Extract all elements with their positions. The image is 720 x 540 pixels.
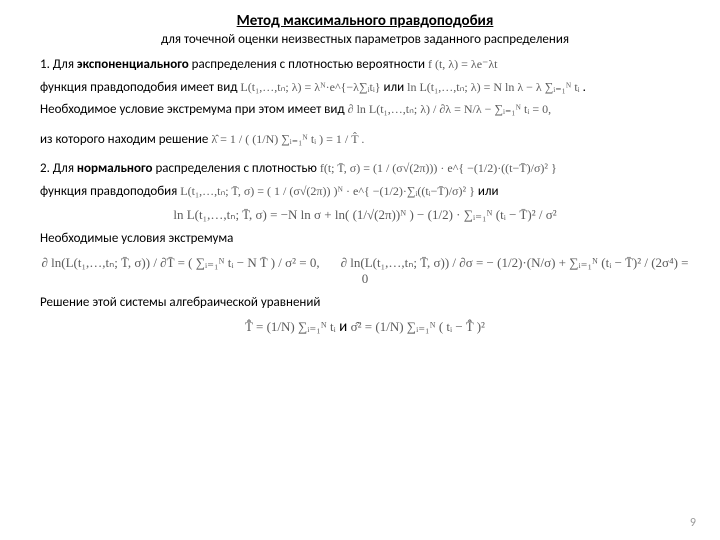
line-extremum-normal: Необходимые условия экстремума — [40, 229, 690, 249]
line-likelihood-normal: функция правдоподобия L(t₁,…,tₙ; T̄, σ) … — [40, 182, 690, 202]
formula-T-hat: T̂̄ = (1/N) ∑ᵢ₌₁ᴺ tᵢ — [245, 319, 336, 334]
text-likelihood-a: функция правдоподобия имеет вид — [40, 80, 240, 95]
text-and: и — [336, 318, 351, 336]
formula-dlnL-dT: ∂ ln(L(t₁,…,tₙ; T̄, σ)) / ∂T̄ = ( ∑ᵢ₌₁ᴺ … — [41, 255, 319, 270]
dot: . — [580, 80, 586, 95]
formula-lnL-exp: ln L(t₁,…,tₙ; λ) = N ln λ − λ ∑ᵢ₌₁ᴺ tᵢ — [407, 80, 580, 94]
item-2: 2. Для нормального распределения с плотн… — [40, 159, 690, 179]
item-2-lead: 2. Для — [40, 161, 77, 176]
text-or-2: или — [475, 184, 499, 199]
item-2-rest: распределения с плотностью — [153, 161, 320, 176]
formula-solution-normal: T̂̄ = (1/N) ∑ᵢ₌₁ᴺ tᵢ и σ̂² = (1/N) ∑ᵢ₌₁ᴺ… — [40, 318, 690, 336]
formula-L-normal: L(t₁,…,tₙ; T̄, σ) = ( 1 / (σ√(2π)) )ᴺ · … — [180, 184, 475, 198]
formula-density-exp: f (t, λ) = λe⁻λt — [428, 57, 498, 71]
item-1-rest: распределения с плотностью вероятности — [189, 57, 428, 72]
text-or-1: или — [381, 80, 408, 95]
page-title: Метод максимального правдоподобия — [40, 12, 690, 30]
formula-dlnL-dsigma: ∂ ln(L(t₁,…,tₙ; T̄, σ)) / ∂σ = − (1/2)·(… — [341, 255, 689, 286]
formula-lnL-normal: ln L(t₁,…,tₙ; T̄, σ) = −N ln σ + ln( (1/… — [173, 207, 556, 222]
text-extremum: Необходимое условие экстремума при этом … — [40, 102, 348, 117]
item-1-lead: 1. Для — [40, 57, 77, 72]
formula-sigma2-hat: σ̂² = (1/N) ∑ᵢ₌₁ᴺ ( tᵢ − T̂̄ )² — [351, 319, 485, 334]
formula-lnL-normal-block: ln L(t₁,…,tₙ; T̄, σ) = −N ln σ + ln( (1/… — [40, 207, 690, 223]
line-extremum-exp: Необходимое условие экстремума при этом … — [40, 100, 690, 120]
text-likelihood-n: функция правдоподобия — [40, 184, 180, 199]
item-1-bold: экспоненциального — [77, 57, 189, 72]
line-likelihood-exp: функция правдоподобия имеет вид L(t₁,…,t… — [40, 78, 690, 98]
item-1: 1. Для экспоненциального распределения с… — [40, 55, 690, 75]
formula-dT-block: ∂ ln(L(t₁,…,tₙ; T̄, σ)) / ∂T̄ = ( ∑ᵢ₌₁ᴺ … — [40, 255, 690, 287]
formula-lambda-hat: λ̂ = 1 / ( (1/N) ∑ᵢ₌₁ᴺ tᵢ ) = 1 / T̂ . — [211, 132, 364, 146]
formula-dlnL-exp: ∂ ln L(t₁,…,tₙ; λ) / ∂λ = N/λ − ∑ᵢ₌₁ᴺ tᵢ… — [348, 102, 551, 116]
line-solution-exp: из которого находим решение λ̂ = 1 / ( (… — [40, 130, 690, 150]
item-2-bold: нормального — [77, 161, 153, 176]
page-subtitle: для точечной оценки неизвестных параметр… — [40, 32, 690, 47]
page-number: 9 — [690, 516, 696, 530]
line-system-solution: Решение этой системы алгебраической урав… — [40, 293, 690, 313]
text-solution: из которого находим решение — [40, 132, 211, 147]
formula-L-exp: L(t₁,…,tₙ; λ) = λᴺ·e^{−λ∑ᵢtᵢ} — [240, 80, 380, 94]
formula-density-normal: f(t; T̄, σ) = (1 / (σ√(2π))) · e^{ −(1/2… — [320, 161, 557, 175]
